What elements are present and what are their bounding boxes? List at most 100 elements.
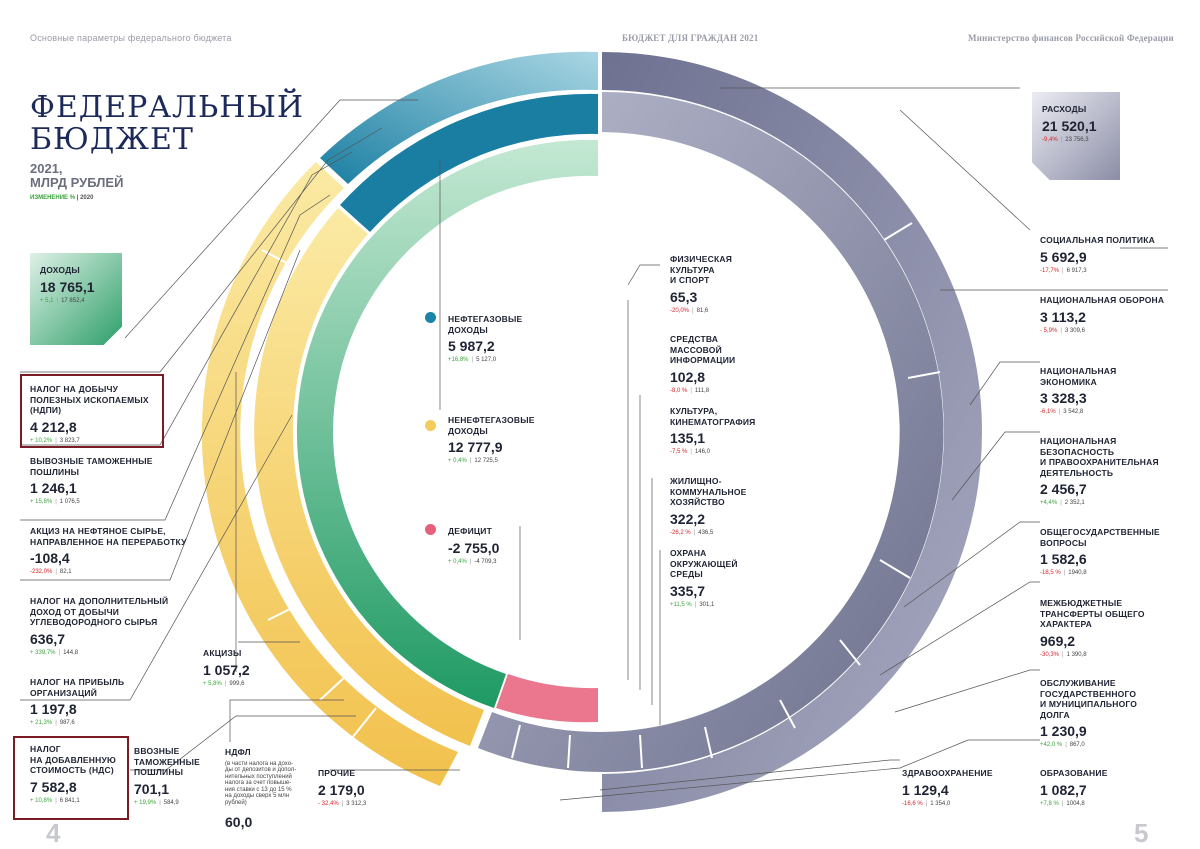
item-change: + 15,8% bbox=[30, 499, 53, 505]
ndfl-note: ния ставки с 13 до 15 % bbox=[225, 786, 292, 793]
item-label: ПОШЛИНЫ bbox=[134, 767, 184, 777]
item-label: ОКРУЖАЮЩЕЙ bbox=[670, 558, 738, 569]
item-label: ЭКОНОМИКА bbox=[1040, 376, 1097, 387]
item-prev: 3 312,3 bbox=[346, 800, 367, 807]
item-label: ФИЗИЧЕСКАЯ bbox=[670, 254, 733, 264]
item-label: ДОХОДЫ bbox=[448, 324, 488, 335]
item-label: (НДПИ) bbox=[30, 405, 62, 415]
item-value: 969,2 bbox=[1040, 632, 1076, 649]
item-label: НАЛОГ НА ДОБЫЧУ bbox=[30, 384, 119, 394]
item-change: -20,0% bbox=[670, 307, 690, 314]
item-prev: -4 709,3 bbox=[474, 558, 497, 565]
mid-item-culture: КУЛЬТУРА, КИНЕМАТОГРАФИЯ 135,1 -7,5 % | 14… bbox=[670, 406, 780, 456]
item-label: ТАМОЖЕННЫЕ bbox=[134, 756, 200, 767]
bottom-item-import-duties: ВВОЗНЫЕ ТАМОЖЕННЫЕ ПОШЛИНЫ 701,1 + 19,9%… bbox=[134, 746, 214, 807]
item-label: АКЦИЗЫ bbox=[203, 648, 242, 658]
item-value: 7 582,8 bbox=[30, 778, 77, 795]
left-item-oil-excise: АКЦИЗ НА НЕФТЯНОЕ СЫРЬЕ, НАПРАВЛЕННОЕ НА… bbox=[30, 526, 200, 576]
item-prev: 82,1 bbox=[59, 569, 72, 575]
item-change: + 339,7% bbox=[30, 649, 56, 656]
ndfl-note: рублей) bbox=[225, 799, 247, 806]
expenses-prev: 23 756,3 bbox=[1065, 136, 1089, 143]
item-prev: 5 127,0 bbox=[476, 357, 497, 363]
item-value: 5 987,2 bbox=[448, 338, 495, 354]
item-label: И СПОРТ bbox=[670, 275, 710, 285]
title-line-2: БЮДЖЕТ bbox=[30, 122, 194, 157]
item-change: + 0,4% bbox=[448, 458, 467, 464]
item-prev: 81,6 bbox=[696, 307, 709, 314]
item-label: ТРАНСФЕРТЫ ОБЩЕГО bbox=[1040, 608, 1145, 619]
item-label: КОММУНАЛЬНОЕ bbox=[670, 486, 747, 497]
page-title: ФЕДЕРАЛЬНЫЙ БЮДЖЕТ bbox=[30, 92, 330, 156]
title-line-1: ФЕДЕРАЛЬНЫЙ bbox=[30, 90, 305, 125]
expenses-value: 21 520,1 bbox=[1042, 117, 1097, 134]
legend-year: 2020 bbox=[80, 195, 94, 201]
item-prev: 1 354,0 bbox=[930, 800, 951, 807]
left-item-export-duties: ВЫВОЗНЫЕ ТАМОЖЕННЫЕ ПОШЛИНЫ 1 246,1 + 15… bbox=[30, 456, 200, 506]
right-item-defense: НАЦИОНАЛЬНАЯ ОБОРОНА 3 113,2 - 5,9% | 3 30… bbox=[1040, 295, 1180, 335]
item-value: 102,8 bbox=[670, 368, 706, 385]
item-label: СТОИМОСТЬ (НДС) bbox=[30, 765, 114, 775]
bottom-item-excise: АКЦИЗЫ 1 057,2 + 5,8% | 999,6 bbox=[203, 648, 303, 688]
item-prev: 436,5 bbox=[698, 529, 714, 536]
bottom-item-ndfl: НДФЛ (в части налога на дохо- ды от депо… bbox=[225, 747, 310, 830]
ndfl-note: налога за счет повыше- bbox=[225, 780, 292, 786]
item-prev: 146,0 bbox=[694, 449, 710, 455]
item-prev: 867,0 bbox=[1069, 742, 1085, 748]
item-change: -26,2 % bbox=[670, 529, 691, 536]
item-value: 1 246,1 bbox=[30, 480, 77, 496]
item-label: МЕЖБЮДЖЕТНЫЕ bbox=[1040, 598, 1123, 608]
subtitle-year: 2021, bbox=[30, 161, 63, 176]
subtitle-unit: МЛРД РУБЛЕЙ bbox=[30, 175, 124, 190]
ndfl-note: на доходы сверх 5 млн bbox=[225, 793, 290, 799]
item-value: -2 755,0 bbox=[448, 539, 500, 556]
item-change: + 19,9% bbox=[134, 799, 157, 806]
item-label: СРЕДЫ bbox=[670, 569, 703, 579]
bottom-item-other: ПРОЧИЕ 2 179,0 - 32,4% | 3 312,3 bbox=[318, 768, 418, 808]
item-value: 636,7 bbox=[30, 630, 66, 647]
item-label: НАПРАВЛЕННОЕ НА ПЕРЕРАБОТКУ bbox=[30, 536, 187, 547]
item-label: ДОЛГА bbox=[1040, 709, 1070, 720]
item-label: АКЦИЗ НА НЕФТЯНОЕ СЫРЬЕ, bbox=[30, 526, 166, 536]
item-label: НА ДОБАВЛЕННУЮ bbox=[30, 754, 116, 765]
center-oil-revenue: НЕФТЕГАЗОВЫЕ ДОХОДЫ 5 987,2 +16,8% | 5 127… bbox=[448, 314, 558, 364]
mid-item-housing: ЖИЛИЩНО- КОММУНАЛЬНОЕ ХОЗЯЙСТВО 322,2 -2… bbox=[670, 476, 770, 537]
item-label: СРЕДСТВА bbox=[670, 334, 719, 344]
item-label: НАЦИОНАЛЬНАЯ bbox=[1040, 366, 1117, 376]
item-value: 135,1 bbox=[670, 430, 706, 446]
item-prev: 1 076,5 bbox=[59, 499, 80, 505]
item-label: ДЕФИЦИТ bbox=[448, 526, 492, 536]
item-label: ОБЩЕГОСУДАРСТВЕННЫЕ bbox=[1040, 527, 1160, 537]
change-legend: ИЗМЕНЕНИЕ % | 2020 bbox=[30, 195, 94, 201]
item-prev: 3 542,8 bbox=[1063, 409, 1084, 415]
oil-middle-arc bbox=[340, 93, 598, 232]
item-label: И ПРАВООХРАНИТЕЛЬНАЯ bbox=[1040, 457, 1159, 467]
item-prev: 3 823,7 bbox=[59, 437, 80, 444]
item-value: 1 129,4 bbox=[902, 781, 949, 798]
item-change: - 5,9% bbox=[1040, 327, 1058, 334]
item-prev: 12 725,5 bbox=[474, 458, 498, 464]
item-label: ДЕЯТЕЛЬНОСТЬ bbox=[1040, 467, 1114, 478]
ndfl-note: ды от депозитов и допол- bbox=[225, 767, 297, 773]
page-subtitle: 2021, МЛРД РУБЛЕЙ bbox=[30, 162, 190, 190]
item-label: СОЦИАЛЬНАЯ ПОЛИТИКА bbox=[1040, 235, 1155, 245]
item-healthcare: ЗДРАВООХРАНЕНИЕ 1 129,4 -16,6 % | 1 354,0 bbox=[902, 768, 1022, 808]
item-value: 2 179,0 bbox=[318, 781, 365, 798]
ndfl-note: (в части налога на дохо- bbox=[225, 760, 294, 767]
item-value: 60,0 bbox=[225, 814, 253, 830]
item-change: -7,5 % bbox=[670, 449, 688, 455]
item-label: ХОЗЯЙСТВО bbox=[670, 497, 725, 507]
item-value: 65,3 bbox=[670, 288, 698, 305]
item-label: БЕЗОПАСНОСТЬ bbox=[1040, 446, 1115, 457]
item-label: ОХРАНА bbox=[670, 548, 707, 558]
item-prev: 2 352,1 bbox=[1064, 500, 1085, 506]
item-label: ПРОЧИЕ bbox=[318, 768, 356, 778]
item-value: 1 197,8 bbox=[30, 701, 77, 717]
item-value: 3 113,2 bbox=[1040, 308, 1086, 325]
item-label: ПОЛЕЗНЫХ ИСКОПАЕМЫХ bbox=[30, 394, 149, 405]
item-prev: 3 309,6 bbox=[1064, 327, 1085, 334]
item-label: НЕФТЕГАЗОВЫЕ bbox=[448, 314, 523, 324]
running-header-center: БЮДЖЕТ ДЛЯ ГРАЖДАН 2021 bbox=[622, 33, 759, 43]
item-change: +4,4% bbox=[1040, 500, 1058, 506]
